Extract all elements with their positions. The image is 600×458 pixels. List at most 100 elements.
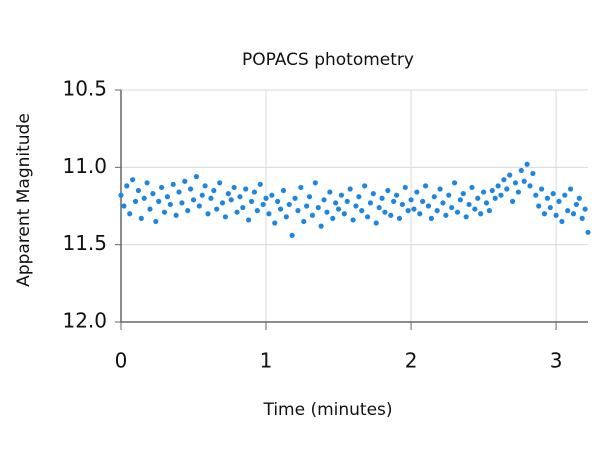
point xyxy=(524,161,530,167)
point xyxy=(512,180,519,186)
point xyxy=(498,192,504,198)
point xyxy=(173,212,179,218)
point xyxy=(559,218,565,225)
point xyxy=(289,232,295,238)
point xyxy=(205,211,211,217)
point xyxy=(202,183,208,189)
point xyxy=(188,186,194,192)
point xyxy=(521,178,527,184)
point xyxy=(321,197,327,203)
point xyxy=(275,198,281,204)
point xyxy=(388,212,394,218)
point xyxy=(161,209,168,215)
point xyxy=(167,201,173,208)
point xyxy=(376,204,382,211)
point xyxy=(417,211,423,217)
point xyxy=(492,195,498,201)
point xyxy=(573,201,579,208)
point xyxy=(576,195,582,201)
point xyxy=(396,215,403,221)
point xyxy=(431,194,437,200)
point xyxy=(565,208,571,214)
point xyxy=(306,194,313,200)
point xyxy=(159,184,165,191)
point xyxy=(228,197,234,203)
point xyxy=(269,192,275,198)
point xyxy=(454,209,461,215)
point xyxy=(295,208,301,214)
point xyxy=(541,211,548,217)
point xyxy=(515,189,521,195)
point xyxy=(208,195,214,201)
point xyxy=(272,220,278,226)
point xyxy=(530,170,536,177)
point xyxy=(231,184,237,191)
chart-title: POPACS photometry xyxy=(242,50,414,70)
point xyxy=(150,191,156,197)
point xyxy=(333,200,339,206)
point xyxy=(582,206,588,212)
point xyxy=(121,203,127,209)
point xyxy=(501,177,507,183)
x-tick-label: 0 xyxy=(115,349,128,373)
point xyxy=(356,194,362,200)
point xyxy=(217,180,223,186)
point xyxy=(280,187,287,194)
point xyxy=(463,214,469,220)
point xyxy=(344,198,350,204)
point xyxy=(248,198,255,204)
point xyxy=(132,198,139,204)
point xyxy=(135,187,142,194)
point xyxy=(446,192,452,198)
point xyxy=(359,208,365,214)
point xyxy=(466,201,472,208)
point xyxy=(538,186,545,192)
point xyxy=(130,177,136,183)
point xyxy=(428,215,434,221)
point xyxy=(170,181,176,187)
point xyxy=(362,183,368,189)
point xyxy=(335,206,342,212)
point xyxy=(127,211,133,217)
point xyxy=(370,191,376,197)
x-tick-label: 3 xyxy=(550,349,563,373)
point xyxy=(251,189,258,195)
point xyxy=(533,192,539,198)
point xyxy=(536,203,542,209)
point xyxy=(585,229,591,235)
point xyxy=(147,206,153,212)
point xyxy=(179,200,185,206)
point xyxy=(489,187,495,194)
x-tick-label: 1 xyxy=(260,349,273,373)
point xyxy=(237,194,243,200)
point xyxy=(399,201,405,208)
point xyxy=(472,206,478,212)
point xyxy=(556,198,562,204)
point xyxy=(518,167,524,174)
point xyxy=(324,209,330,215)
point xyxy=(138,215,144,221)
point xyxy=(414,189,420,195)
point xyxy=(475,195,481,201)
point xyxy=(393,192,400,198)
point xyxy=(405,208,411,214)
point xyxy=(544,195,550,201)
point xyxy=(318,223,324,229)
point xyxy=(457,197,463,203)
point xyxy=(327,189,333,195)
point xyxy=(118,192,124,198)
point xyxy=(257,181,263,187)
point xyxy=(440,200,446,206)
point xyxy=(156,198,162,204)
point xyxy=(373,220,379,226)
point xyxy=(408,197,414,203)
point xyxy=(353,203,359,209)
point xyxy=(234,209,240,215)
y-axis-label: Apparent Magnitude xyxy=(14,113,34,287)
point xyxy=(437,186,443,192)
point xyxy=(402,184,408,191)
point xyxy=(219,200,226,206)
point xyxy=(420,198,426,204)
point xyxy=(579,215,585,221)
